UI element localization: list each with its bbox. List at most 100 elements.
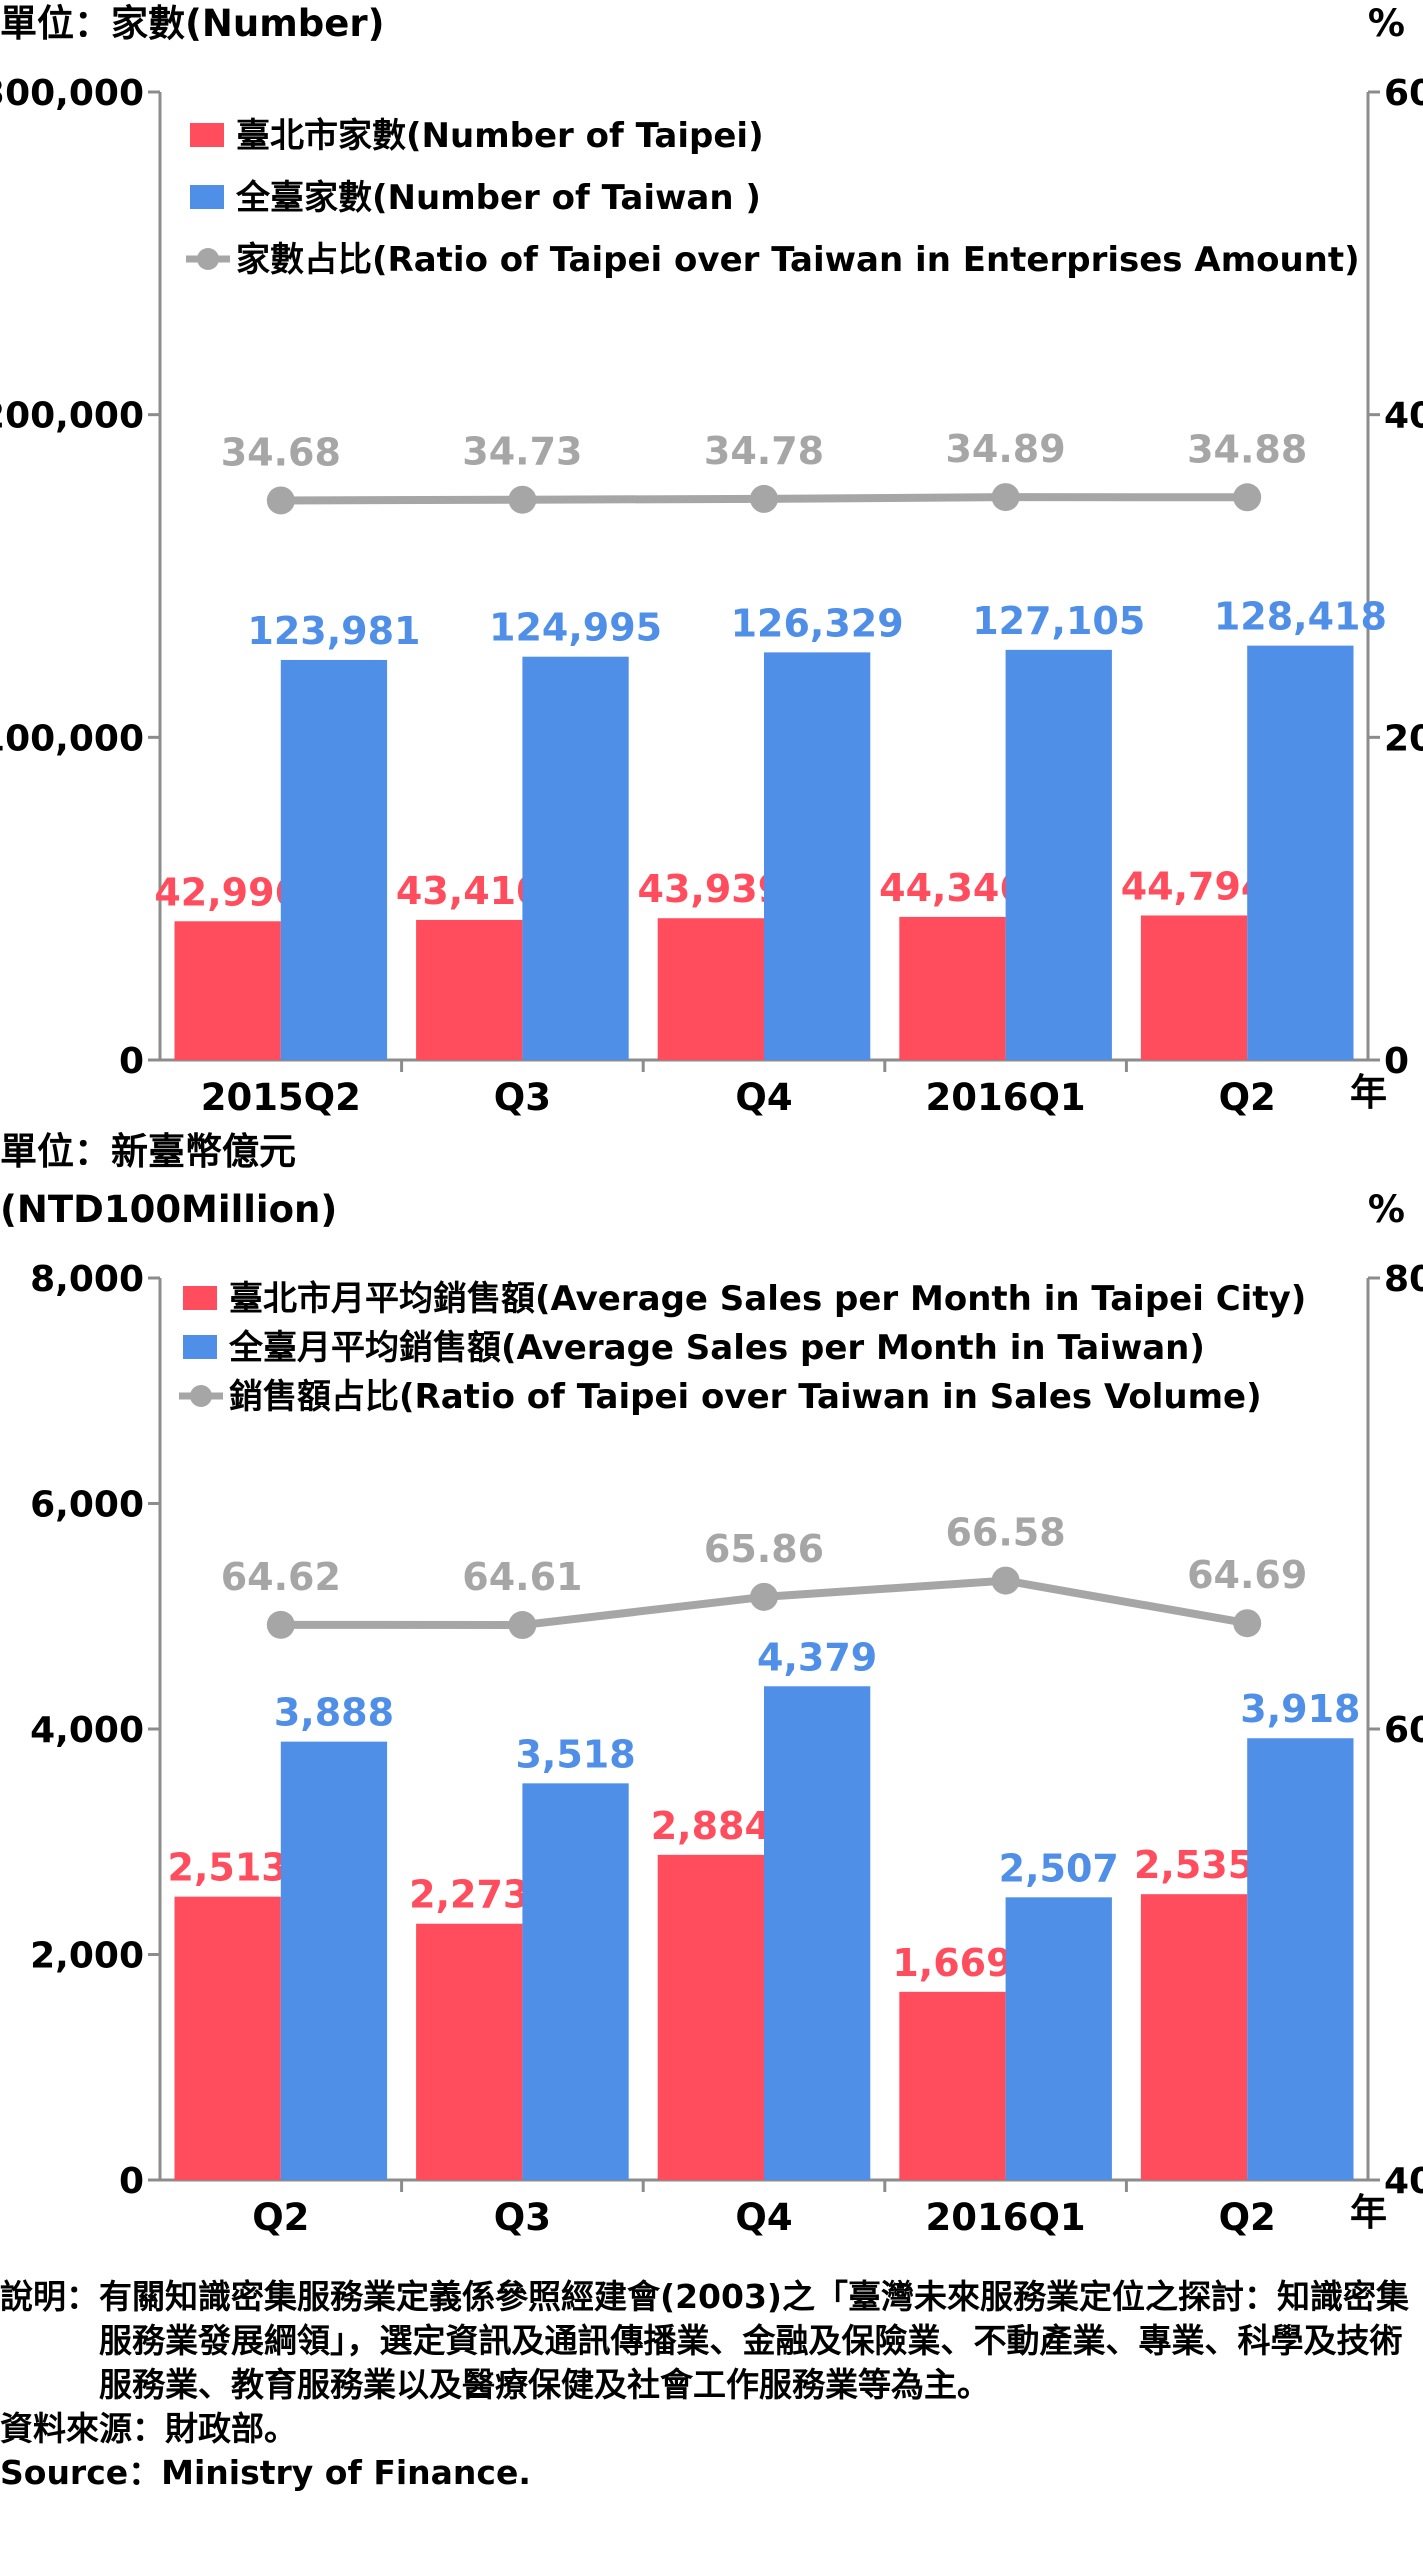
left-tick-label: 0 xyxy=(119,1041,144,1082)
left-tick-label: 0 xyxy=(119,2161,144,2202)
bar-series-1 xyxy=(522,656,629,1060)
left-tick-label: 4,000 xyxy=(30,1710,144,1751)
legend-swatch-1 xyxy=(190,185,224,209)
enterprise-count-chart: 單位：家數(Number)% 300,000 200,000 100,000 0 60 40… xyxy=(0,2,1423,1119)
bar-series-0 xyxy=(657,1854,764,2180)
bar-series-0 xyxy=(416,1923,523,2180)
bar-series-0 xyxy=(899,916,1006,1060)
bar-series-1 xyxy=(764,652,871,1060)
bar-series-1 xyxy=(280,659,388,1060)
legend-label-1: 全臺月平均銷售額(Average Sales per Month in Taiw… xyxy=(228,1328,1205,1368)
bar-series-0 xyxy=(416,919,523,1060)
ratio-point xyxy=(1233,483,1262,512)
left-tick-label: 2,000 xyxy=(30,1936,144,1977)
year-axis-label: 年 xyxy=(1350,2191,1387,2234)
category-label: Q2 xyxy=(1219,2196,1276,2239)
legend-swatch-marker xyxy=(197,248,219,270)
left-tick-label: 8,000 xyxy=(30,1259,144,1300)
ratio-point xyxy=(266,486,295,515)
category-label: Q2 xyxy=(252,2196,309,2239)
bar-value-label: 44,346 xyxy=(879,866,1026,910)
bar-series-0 xyxy=(1140,1894,1248,2180)
legend-swatch-0 xyxy=(183,1286,217,1310)
source-en: Source：Ministry of Finance. xyxy=(0,2453,531,2492)
left-axis-unit: 單位：新臺幣億元 xyxy=(0,1130,296,1173)
bar-value-label: 42,996 xyxy=(154,870,301,914)
bar-series-0 xyxy=(657,918,764,1060)
bar-series-1 xyxy=(1005,649,1112,1060)
bar-series-1 xyxy=(280,1741,388,2180)
bar-value-label: 124,995 xyxy=(489,606,662,650)
bar-series-1 xyxy=(1005,1897,1112,2180)
right-tick-label: 40 xyxy=(1384,2161,1423,2202)
bar-value-label: 2,884 xyxy=(651,1804,771,1848)
bar-value-label: 127,105 xyxy=(972,599,1145,643)
ratio-point xyxy=(266,1610,295,1639)
explanation-note: 說明： 有關知識密集服務業定義係參照經建會(2003)之「臺灣未來服務業定位之探… xyxy=(0,2275,1423,2407)
bar-value-label: 43,410 xyxy=(396,869,543,913)
ratio-value-label: 65.86 xyxy=(704,1527,824,1571)
ratio-point xyxy=(750,1582,778,1611)
legend-swatch-marker xyxy=(190,1385,212,1407)
legend-swatch-0 xyxy=(190,123,224,147)
ratio-value-label: 64.62 xyxy=(221,1555,341,1599)
bar-value-label: 128,418 xyxy=(1214,595,1387,639)
source-zh: 資料來源：財政部。 xyxy=(0,2409,297,2448)
right-tick-label: 0 xyxy=(1384,1041,1409,1082)
bar-value-label: 3,918 xyxy=(1240,1687,1360,1731)
bar-series-1 xyxy=(522,1783,629,2180)
right-axis-unit: % xyxy=(1368,1188,1405,1231)
bar-series-0 xyxy=(174,1896,281,2180)
ratio-point xyxy=(508,1611,537,1640)
bar-series-0 xyxy=(1140,915,1248,1060)
bar-series-0 xyxy=(174,921,281,1060)
category-label: Q4 xyxy=(735,2196,792,2239)
legend-label-0: 臺北市家數(Number of Taipei) xyxy=(236,116,764,156)
right-tick-label: 40 xyxy=(1384,396,1423,437)
ratio-value-label: 34.78 xyxy=(704,429,824,473)
ratio-value-label: 64.61 xyxy=(462,1555,582,1599)
legend-label-1: 全臺家數(Number of Taiwan ) xyxy=(235,178,761,218)
bar-value-label: 126,329 xyxy=(731,601,904,645)
left-tick-label: 300,000 xyxy=(0,73,144,114)
ratio-value-label: 34.73 xyxy=(462,430,582,474)
bar-value-label: 43,939 xyxy=(638,867,785,911)
legend-label-2: 銷售額占比(Ratio of Taipei over Taiwan in Sal… xyxy=(229,1377,1262,1417)
bar-series-1 xyxy=(1247,1738,1354,2180)
category-label: Q3 xyxy=(494,2196,551,2239)
bar-series-0 xyxy=(899,1991,1006,2180)
bar-series-1 xyxy=(764,1686,871,2180)
bar-value-label: 2,273 xyxy=(409,1873,529,1917)
ratio-value-label: 64.69 xyxy=(1187,1553,1307,1597)
bar-value-label: 44,794 xyxy=(1121,864,1268,908)
category-label: Q2 xyxy=(1219,1076,1276,1119)
ratio-point xyxy=(508,485,537,514)
bar-value-label: 2,507 xyxy=(999,1846,1119,1890)
sales-amount-chart: 單位：新臺幣億元 (NTD100Million) % 8,000 6,000 4,000 2… xyxy=(0,1130,1423,2239)
left-axis-unit-en: (NTD100Million) xyxy=(0,1188,337,1231)
category-label: Q4 xyxy=(735,1076,792,1119)
right-tick-label: 80 xyxy=(1384,1259,1423,1300)
right-tick-label: 20 xyxy=(1384,718,1423,759)
ratio-value-label: 34.89 xyxy=(945,427,1065,471)
bar-value-label: 3,518 xyxy=(515,1732,635,1776)
right-tick-label: 60 xyxy=(1384,1710,1423,1751)
right-axis-unit: % xyxy=(1368,2,1405,45)
category-label: 2016Q1 xyxy=(926,1076,1086,1119)
bar-value-label: 4,379 xyxy=(757,1635,877,1679)
bar-value-label: 1,669 xyxy=(892,1941,1012,1985)
left-tick-label: 200,000 xyxy=(0,396,144,437)
bar-value-label: 3,888 xyxy=(274,1691,394,1735)
category-label: 2015Q2 xyxy=(201,1076,361,1119)
legend-swatch-1 xyxy=(183,1335,217,1359)
category-label: Q3 xyxy=(494,1076,551,1119)
left-axis-unit: 單位：家數(Number) xyxy=(0,2,385,45)
ratio-point xyxy=(1233,1609,1262,1638)
year-axis-label: 年 xyxy=(1350,1071,1387,1114)
explanation-text: 有關知識密集服務業定義係參照經建會(2003)之「臺灣未來服務業定位之探討：知識… xyxy=(99,2277,1410,2404)
notes-section: 說明： 有關知識密集服務業定義係參照經建會(2003)之「臺灣未來服務業定位之探… xyxy=(0,2275,1423,2495)
ratio-point xyxy=(750,484,778,513)
bar-series-1 xyxy=(1247,645,1354,1060)
left-tick-label: 100,000 xyxy=(0,718,144,759)
ratio-value-label: 34.88 xyxy=(1187,427,1307,471)
